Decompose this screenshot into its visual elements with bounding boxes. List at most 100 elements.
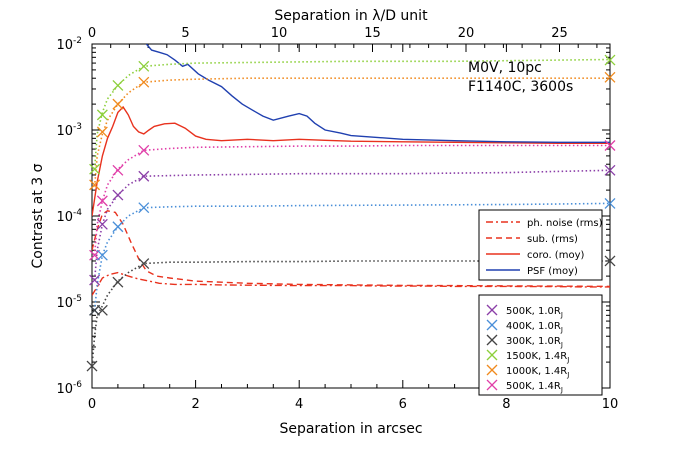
data-marker (112, 189, 124, 201)
marker-stroke (89, 249, 101, 261)
markers-layer (86, 54, 616, 372)
series-line (92, 271, 610, 296)
axes: 0 2 4 6 8 10 0 5 10 15 20 25 10-6 10-5 10-4 10-3 10-2 (56, 26, 618, 412)
marker-stroke (96, 249, 108, 261)
data-marker (86, 360, 98, 372)
planet-legend-marker (486, 349, 498, 361)
marker-stroke (604, 54, 616, 66)
series-line (92, 210, 610, 288)
noise-legend-box (478, 209, 603, 281)
marker-stroke (138, 144, 150, 156)
y-tick-label: 10-3 (56, 122, 82, 139)
top-x-tick-label: 20 (458, 26, 475, 41)
marker-stroke (112, 164, 124, 176)
marker-stroke (112, 276, 124, 288)
data-marker (112, 276, 124, 288)
data-marker (604, 71, 616, 83)
data-marker (96, 249, 108, 261)
y-tick-label: 10-2 (56, 36, 82, 53)
top-x-tick-label: 15 (364, 26, 381, 41)
x-tick-label: 8 (502, 397, 510, 412)
marker-stroke (604, 140, 616, 151)
data-marker (112, 79, 124, 91)
annotation-star: M0V, 10pc (468, 60, 542, 76)
data-marker (138, 60, 150, 72)
marker-stroke (604, 164, 616, 176)
series-line (92, 260, 610, 367)
marker-stroke (138, 76, 150, 88)
data-marker (604, 255, 616, 267)
marker-stroke (138, 170, 150, 182)
planet-legend-marker (486, 319, 498, 331)
planet-legend-box (478, 294, 603, 396)
data-marker (89, 304, 101, 316)
top-x-tick-label: 0 (88, 26, 96, 41)
marker-stroke (604, 71, 616, 83)
marker-stroke (96, 218, 108, 230)
top-x-tick-label: 25 (551, 26, 568, 41)
planet-legend-marker (486, 334, 498, 346)
planet-legend-label: 300K, 1.0RJ (506, 336, 563, 349)
data-marker (604, 164, 616, 176)
y-tick-label: 10-6 (56, 380, 82, 397)
marker-stroke (138, 258, 150, 270)
marker-stroke (604, 255, 616, 267)
marker-stroke (89, 163, 101, 175)
series-line (93, 202, 610, 311)
marker-stroke (96, 109, 108, 121)
marker-stroke (89, 274, 101, 286)
y-axis-title: Contrast at 3 σ (30, 163, 46, 268)
planet-legend-marker (486, 379, 498, 391)
x-axis-title: Separation in arcsec (279, 421, 422, 437)
planet-legend-label: 1000K, 1.4RJ (506, 366, 569, 379)
noise-legend-label: ph. noise (rms) (527, 218, 603, 229)
marker-stroke (112, 98, 124, 110)
marker-stroke (112, 189, 124, 201)
y-tick-label: 10-4 (56, 208, 82, 225)
marker-stroke (96, 195, 108, 207)
data-marker (604, 54, 616, 66)
noise-legend-label: PSF (moy) (527, 266, 578, 277)
data-marker (89, 179, 101, 191)
data-marker (604, 197, 616, 209)
data-marker (112, 98, 124, 110)
marker-stroke (89, 179, 101, 191)
marker-stroke (604, 197, 616, 209)
data-marker (112, 221, 124, 233)
data-marker (89, 163, 101, 175)
planet-legend-label: 500K, 1.0RJ (506, 306, 563, 319)
data-marker (604, 140, 616, 151)
data-marker (138, 170, 150, 182)
noise-legend-label: coro. (moy) (527, 250, 584, 261)
series-layer (92, 44, 610, 367)
series-line (93, 58, 610, 170)
marker-stroke (86, 360, 98, 372)
noise-legend-label: sub. (rms) (527, 234, 578, 245)
planet-legend-label: 1500K, 1.4RJ (506, 351, 569, 364)
data-marker (138, 258, 150, 270)
series-line (93, 77, 610, 187)
planet-legend-label: 500K, 1.4RJ (506, 381, 563, 394)
marker-stroke (138, 202, 150, 214)
data-marker (112, 164, 124, 176)
data-marker (138, 202, 150, 214)
planet-legend: 500K, 1.0RJ 400K, 1.0RJ 300K, 1.0RJ 1500K, … (478, 294, 603, 396)
data-marker (89, 249, 101, 261)
planet-legend-label: 400K, 1.0RJ (506, 321, 563, 334)
x-tick-label: 4 (295, 397, 303, 412)
x-tick-label: 0 (88, 397, 96, 412)
top-x-tick-label: 5 (181, 26, 189, 41)
data-marker (96, 218, 108, 230)
data-marker (96, 126, 108, 138)
data-marker (138, 144, 150, 156)
marker-stroke (96, 304, 108, 316)
data-marker (96, 195, 108, 207)
top-x-tick-label: 10 (271, 26, 288, 41)
x-tick-label: 10 (602, 397, 619, 412)
noise-legend: ph. noise (rms) sub. (rms) coro. (moy) PSF … (478, 209, 603, 281)
marker-stroke (96, 126, 108, 138)
marker-stroke (112, 221, 124, 233)
planet-legend-marker (486, 364, 498, 376)
top-x-axis-title: Separation in λ/D unit (274, 8, 428, 24)
